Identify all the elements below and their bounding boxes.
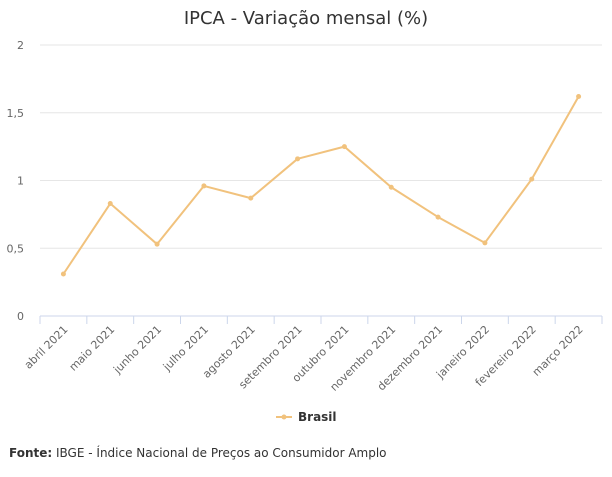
legend-marker (281, 414, 287, 420)
y-tick-label: 1,5 (7, 107, 25, 120)
y-tick-label: 0 (17, 310, 24, 323)
y-axis: 0 0,5 1 1,5 2 (7, 39, 25, 323)
y-tick-label: 2 (17, 39, 24, 52)
data-point (576, 93, 582, 99)
chart-title: IPCA - Variação mensal (%) (184, 8, 428, 29)
data-point (107, 201, 113, 207)
x-tick-label: maio 2021 (67, 323, 118, 374)
x-tick-label: março 2022 (530, 323, 586, 379)
y-tick-label: 0,5 (7, 242, 25, 255)
data-point (248, 195, 254, 201)
y-tick-label: 1 (17, 175, 24, 188)
grid (40, 44, 602, 249)
x-tick-label: abril 2021 (22, 323, 71, 372)
x-tick-label: junho 2021 (110, 323, 164, 377)
legend[interactable]: Brasil (276, 410, 337, 424)
data-point (482, 240, 488, 246)
plot-area (60, 93, 582, 277)
series-line (62, 95, 580, 275)
legend-label-brasil: Brasil (298, 410, 337, 424)
data-point (60, 271, 66, 277)
source-note: Fonte: IBGE - Índice Nacional de Preços … (9, 446, 387, 460)
data-point (154, 241, 160, 247)
data-point (201, 183, 207, 189)
data-point (388, 184, 394, 190)
data-point (341, 144, 347, 150)
data-point (529, 176, 535, 182)
data-point (435, 214, 441, 220)
source-text: IBGE - Índice Nacional de Preços ao Cons… (56, 446, 387, 460)
source-label: Fonte: (9, 446, 53, 460)
x-tick-label: julho 2021 (160, 323, 211, 374)
data-point (295, 156, 301, 162)
line-chart: IPCA - Variação mensal (%) 0 0,5 1 1,5 2 abr… (7, 8, 603, 424)
